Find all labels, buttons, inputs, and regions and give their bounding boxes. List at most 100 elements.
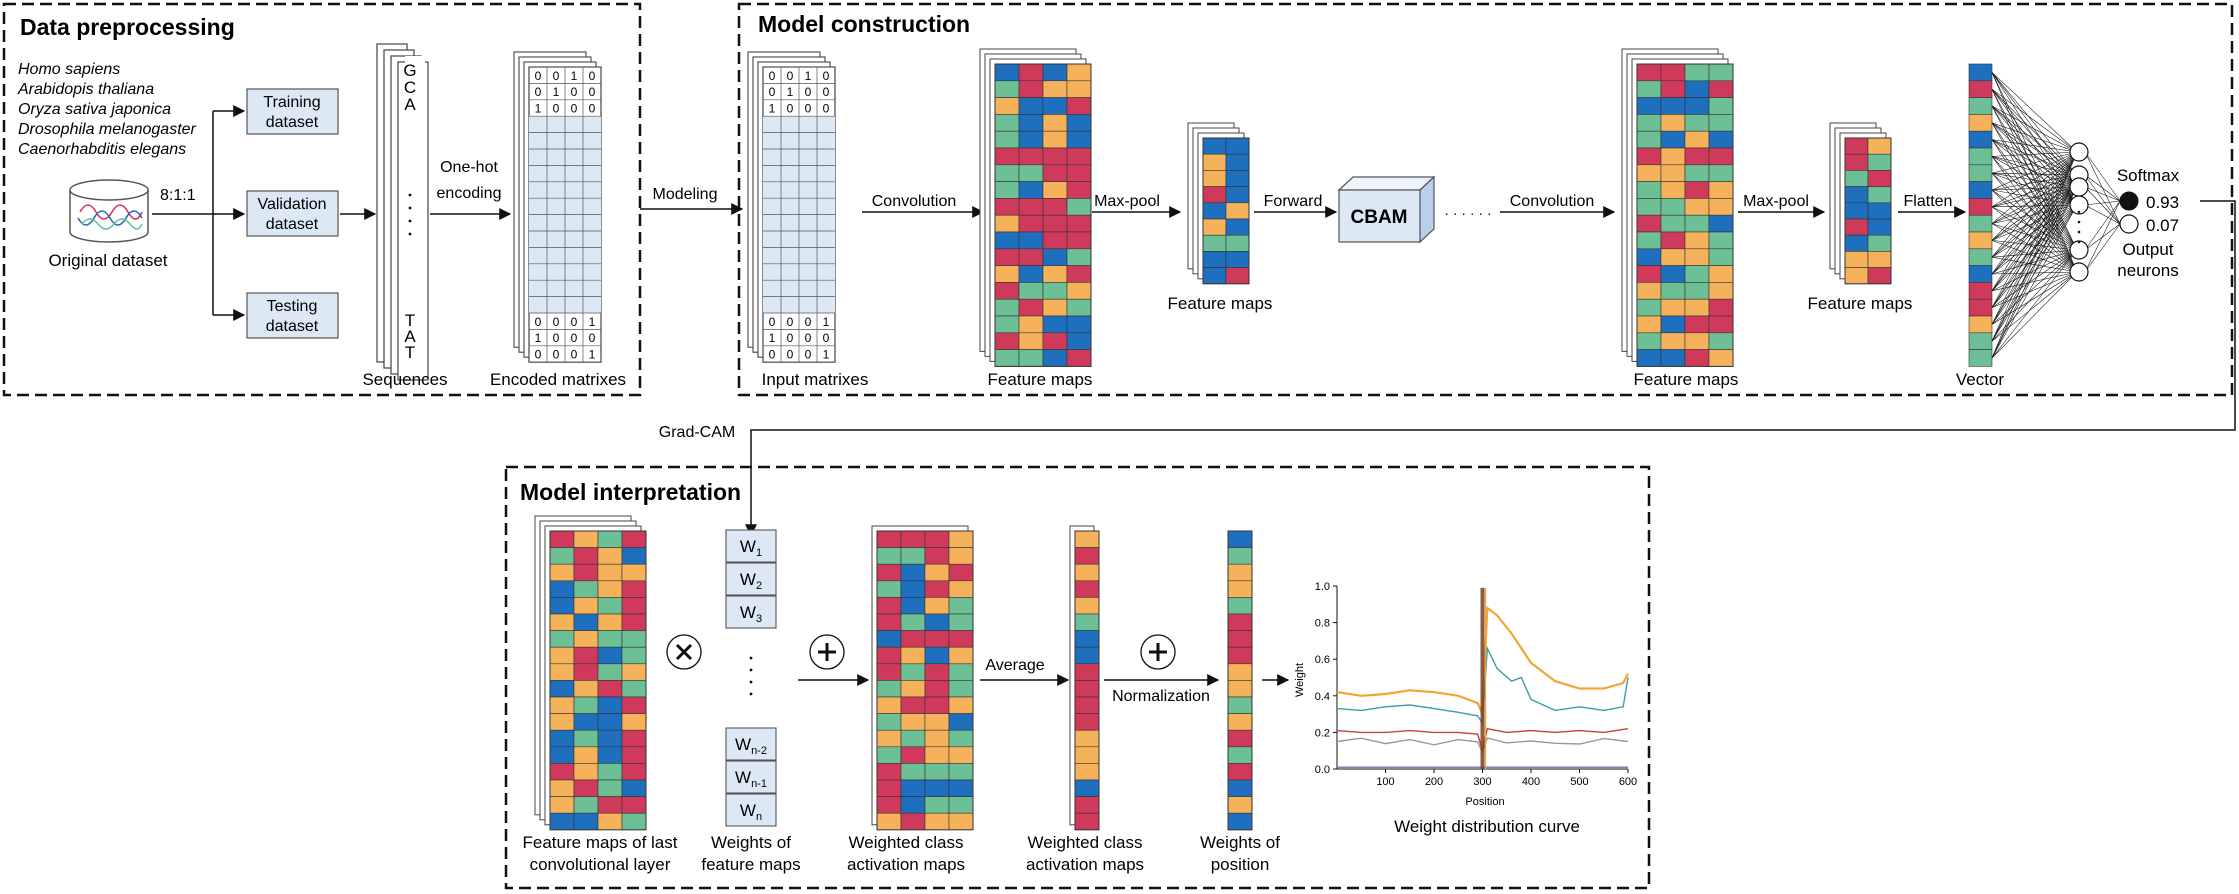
feature-map-cell: [1066, 315, 1092, 334]
weight-sub: 3: [756, 613, 762, 625]
feature-map-cell: [1227, 696, 1253, 714]
feature-maps1-stack: [979, 48, 1092, 367]
feature-map-cell: [1660, 282, 1686, 300]
feature-map-cell: [1660, 298, 1686, 317]
feature-map-cell: [1018, 231, 1044, 250]
feature-map-cell: [1225, 202, 1250, 220]
dense-edge: [1991, 271, 2078, 275]
feature-map-cell: [621, 646, 647, 665]
weight-distribution-chart: 0.0 0.2 0.4 0.6 0.8 1.0 100 200 300 400 500 600: [1315, 581, 1637, 788]
feature-map-cell: [876, 580, 902, 598]
feature-map-cell: [924, 696, 950, 714]
feature-map-cell: [1684, 282, 1710, 300]
feature-map-cell: [994, 349, 1020, 367]
original-dataset-label: Original dataset: [48, 251, 167, 270]
feature-map-cell: [1636, 315, 1662, 334]
matrix-cell-value: 0: [589, 331, 596, 345]
feature-map-cell: [1684, 265, 1710, 283]
feature-map-cell: [1042, 97, 1068, 115]
series-line-0: [1336, 605, 1629, 715]
feature-map-cell: [876, 613, 902, 631]
feature-map-cell: [1018, 181, 1044, 199]
feature-map-cell: [994, 231, 1020, 250]
weight-sub: n: [756, 811, 762, 823]
feature-map-border: [1074, 530, 1100, 831]
feature-map-cell: [876, 696, 902, 714]
hidden-neuron: [2069, 240, 2089, 260]
dense-edge: [1991, 174, 2078, 208]
feature-map-border: [876, 530, 974, 831]
feature-maps4-stack: [1829, 122, 1892, 285]
chart-ylabel: Weight: [1294, 663, 1306, 697]
dense-edge: [1991, 151, 2078, 359]
feature-map-cell: [994, 164, 1020, 182]
matrix-cell-value: 0: [823, 85, 830, 99]
feature-map-cell: [1708, 214, 1734, 233]
fm-last-line1: Feature maps of last: [523, 833, 678, 852]
feature-map-cell: [573, 663, 599, 681]
feature-map-cell: [924, 779, 950, 797]
feature-map-border: [1636, 63, 1734, 367]
feature-map-cell: [1684, 130, 1710, 149]
convolution2-label: Convolution: [1510, 193, 1595, 210]
feature-map-cell: [1708, 164, 1734, 182]
feature-map-border: [1844, 137, 1892, 285]
wpos-line2: position: [1211, 855, 1270, 874]
feature-map-cell: [1636, 130, 1662, 149]
feature-map-cell: [900, 646, 926, 665]
dense-edge: [2084, 151, 2121, 202]
feature-map-cell: [573, 729, 599, 748]
normalization-label: Normalization: [1112, 688, 1210, 705]
dense-edge: [1991, 151, 2078, 191]
feature-map-cell: [1066, 349, 1092, 367]
feature-map-cell: [1225, 137, 1250, 155]
seq-letter-a2: A: [404, 327, 416, 346]
feature-map-cell: [876, 630, 902, 648]
feature-map-cell: [573, 796, 599, 814]
feature-map-cell: [1042, 282, 1068, 300]
feature-map-cell: [994, 332, 1020, 350]
vector-cell: [1968, 181, 1993, 199]
feature-map-cell: [1225, 170, 1250, 187]
vector-cell: [1968, 198, 1993, 216]
feature-map-cell: [1042, 349, 1068, 367]
feature-map-cell: [597, 646, 623, 665]
dense-edge: [1991, 151, 2078, 208]
feature-map-cell: [1684, 248, 1710, 266]
matrix-cell-value: 1: [535, 331, 542, 345]
feature-map-cell: [621, 530, 647, 548]
dense-edge: [1991, 271, 2078, 292]
y-tick-label: 0.0: [1315, 764, 1330, 776]
matrix-cell-value: 0: [571, 85, 578, 99]
feature-map-cell: [876, 713, 902, 731]
vector-cell: [1968, 80, 1993, 98]
feature-map-cell: [1708, 265, 1734, 283]
dense-edge: [1991, 151, 2078, 174]
feature-map-cell: [1844, 170, 1869, 187]
feature-map-cell: [597, 630, 623, 648]
feature-map-cell: [924, 680, 950, 698]
matrix-cell-value: 0: [571, 331, 578, 345]
matrix-cell-value: 1: [769, 102, 776, 116]
feature-map-cell: [1225, 186, 1250, 204]
dense-edge: [1991, 151, 2078, 241]
feature-map-cell: [1636, 63, 1662, 82]
feature-map-cell: [1074, 680, 1100, 698]
feature-map-cell: [1636, 198, 1662, 216]
feature-map-cell: [900, 713, 926, 731]
feature-map-cell: [549, 613, 575, 631]
feature-map-cell: [1066, 147, 1092, 166]
feature-map-cell: [1018, 164, 1044, 182]
feature-map-cell: [573, 597, 599, 615]
feature-map-cell: [549, 696, 575, 714]
construction-ellipsis: · · · · · ·: [1444, 205, 1491, 221]
modeling-label: Modeling: [653, 186, 718, 203]
sequences-stack: [376, 43, 429, 381]
dense-edge: [1991, 139, 2078, 273]
testing-line1: Testing: [267, 298, 318, 315]
feature-map-cell: [1066, 332, 1092, 350]
output-neuron-2: [2119, 214, 2139, 234]
weight-box: [725, 529, 777, 563]
plus-icon-2: [1140, 634, 1176, 670]
